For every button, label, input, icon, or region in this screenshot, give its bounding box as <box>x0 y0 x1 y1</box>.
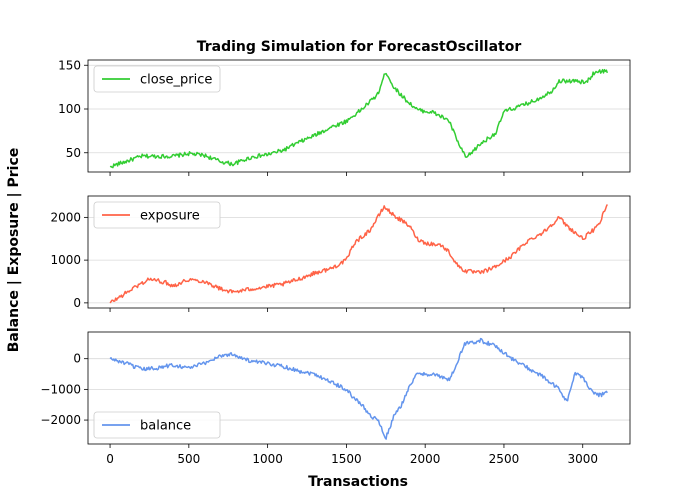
x-axis-label: Transactions <box>308 474 408 490</box>
series-line-balance <box>109 337 608 440</box>
series-line-exposure <box>109 204 608 304</box>
legend-box <box>93 411 221 439</box>
x-tick-label: 2500 <box>489 452 520 466</box>
y-tick-label: 100 <box>58 102 81 116</box>
x-tick-label: 2000 <box>410 452 441 466</box>
chart-title: Trading Simulation for ForecastOscillato… <box>197 39 522 55</box>
legend-exposure: exposure <box>93 201 221 229</box>
legend-close_price: close_price <box>93 65 221 93</box>
legend-box <box>93 65 221 93</box>
legend-label: close_price <box>140 73 212 88</box>
x-tick-label: 1000 <box>252 452 283 466</box>
legend-label: exposure <box>140 209 200 224</box>
y-tick-label: 1000 <box>50 253 81 267</box>
y-tick-label: 0 <box>73 352 81 366</box>
legend-balance: balance <box>93 411 221 439</box>
panel-close_price: 50 100 150 close_price <box>58 58 631 176</box>
x-tick-label: 500 <box>177 452 200 466</box>
y-tick-label: 0 <box>73 296 81 310</box>
x-tick-label: 0 <box>106 452 114 466</box>
x-tick-label: 3000 <box>567 452 598 466</box>
y-tick-label: −1000 <box>40 382 81 396</box>
panel-balance: 0 −1000 −2000 balance 0 500 1000 1500 2000 2500 30… <box>40 331 631 466</box>
panel-exposure: 0 1000 2000 exposure <box>50 195 631 312</box>
y-tick-label: 2000 <box>50 210 81 224</box>
series-line-close_price <box>109 68 609 169</box>
y-tick-label: 50 <box>66 146 81 160</box>
legend-box <box>93 201 221 229</box>
x-tick-label: 1500 <box>331 452 362 466</box>
plot-frame <box>87 59 631 173</box>
plot-frame <box>87 195 631 309</box>
legend-label: balance <box>140 419 191 434</box>
y-tick-label: −2000 <box>40 413 81 427</box>
plot-frame <box>87 331 631 445</box>
y-tick-label: 150 <box>58 58 81 72</box>
y-axis-label: Balance | Exposure | Price <box>6 148 22 353</box>
